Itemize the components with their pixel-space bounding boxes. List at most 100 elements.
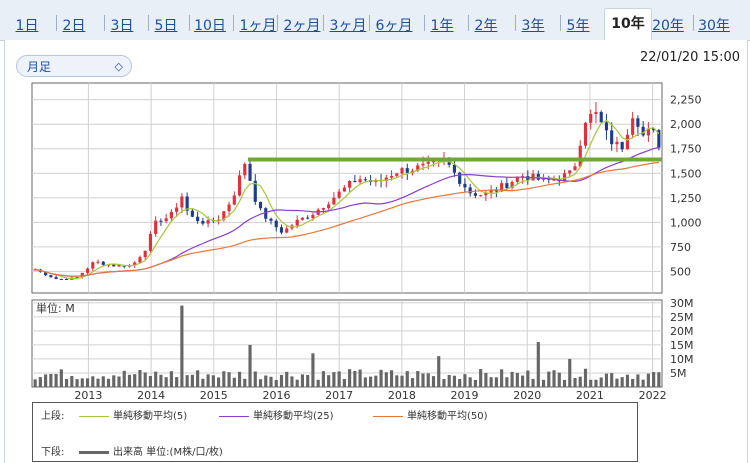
tab-5[interactable]: 10日: [194, 18, 226, 34]
volume-bar: [353, 371, 357, 387]
candle-body: [311, 214, 315, 219]
volume-bar: [54, 374, 58, 387]
volume-bar: [237, 371, 242, 387]
tab-13[interactable]: 5年: [566, 18, 590, 34]
candle-body: [159, 220, 163, 222]
volume-bar: [253, 371, 257, 387]
candle-body: [44, 271, 48, 276]
tab-separator: [189, 15, 190, 31]
volume-bar: [610, 373, 614, 387]
volume-bar: [59, 369, 63, 387]
candle-body: [237, 175, 242, 196]
candle-body: [646, 128, 650, 136]
price-tick-label: 2,250: [670, 94, 702, 107]
volume-bar: [232, 377, 236, 387]
tab-12[interactable]: 3年: [521, 18, 545, 34]
volume-bar: [316, 379, 320, 387]
candle-body: [206, 220, 210, 224]
volume-bar: [154, 371, 158, 387]
tab-16[interactable]: 30年: [698, 18, 730, 34]
volume-bar: [426, 373, 430, 387]
candle-body: [222, 211, 226, 220]
candle-body: [327, 204, 331, 209]
candle-body: [300, 217, 305, 220]
tab-1[interactable]: 1日: [15, 18, 39, 34]
volume-bar: [369, 376, 373, 387]
tab-3[interactable]: 3日: [110, 18, 134, 34]
volume-bar: [279, 374, 284, 387]
volume-bar: [133, 374, 137, 387]
candle-body: [185, 196, 189, 211]
tab-2[interactable]: 2日: [62, 18, 86, 34]
candle-body: [500, 183, 504, 192]
volume-bar: [217, 377, 221, 387]
volume-bar: [306, 375, 310, 387]
legend-volume-label: 出来高 単位:(M株/口/枚): [113, 447, 223, 458]
volume-bar: [180, 305, 184, 387]
volume-bar: [646, 373, 650, 387]
volume-bar: [169, 371, 173, 387]
candle-body: [279, 227, 284, 233]
tab-11[interactable]: 2年: [474, 18, 498, 34]
candle-body: [143, 250, 147, 258]
tab-separator: [424, 15, 425, 31]
period-select[interactable]: 月足 ◇: [16, 55, 132, 77]
tab-15[interactable]: 20年: [652, 18, 684, 34]
price-plot-area: [31, 82, 663, 294]
volume-bar: [264, 375, 268, 387]
volume-bar: [389, 370, 394, 387]
volume-bar: [211, 375, 215, 387]
volume-bar: [96, 378, 100, 387]
tab-9[interactable]: 6ヶ月: [375, 18, 413, 34]
tab-separator: [148, 15, 149, 31]
tab-8[interactable]: 3ヶ月: [329, 18, 367, 34]
candle-body: [526, 176, 530, 181]
candle-body: [421, 163, 425, 166]
legend-ma50-label: 単純移動平均(50): [407, 411, 488, 422]
legend-volume: 出来高 単位:(M株/口/枚): [79, 443, 223, 458]
volume-bar: [70, 376, 74, 387]
volume-bar: [463, 374, 467, 387]
tab-4[interactable]: 5日: [154, 18, 178, 34]
volume-bar: [395, 375, 399, 387]
volume-bar: [583, 368, 588, 387]
year-tick-label: 2014: [137, 389, 165, 402]
candle-body: [201, 221, 205, 224]
volume-bar: [573, 377, 577, 387]
candle-body: [458, 172, 462, 184]
tab-14[interactable]: 10年: [604, 8, 652, 41]
legend-upper-label: 上段:: [41, 411, 65, 422]
volume-bar: [358, 369, 362, 387]
volume-bar: [227, 372, 231, 387]
candle-body: [243, 163, 247, 176]
candle-body: [248, 163, 252, 181]
candle-body: [473, 193, 477, 196]
candle-body: [75, 276, 79, 278]
candle-body: [536, 173, 540, 180]
price-tick-label: 1,750: [670, 143, 702, 156]
tab-separator: [369, 15, 370, 31]
price-tick-label: 750: [670, 241, 691, 254]
candle-body: [258, 201, 263, 209]
volume-bar: [494, 377, 498, 387]
volume-bar: [269, 376, 273, 387]
candle-body: [117, 264, 121, 267]
candle-body: [604, 122, 609, 131]
candle-body: [594, 112, 598, 115]
volume-bar: [631, 378, 635, 387]
volume-plot-area: [31, 299, 663, 388]
tab-10[interactable]: 1年: [430, 18, 454, 34]
year-tick-label: 2015: [200, 389, 228, 402]
volume-bar: [106, 378, 111, 387]
candle-body: [91, 262, 95, 269]
candle-body: [573, 166, 577, 171]
volume-bar: [636, 374, 640, 387]
candle-body: [562, 173, 567, 182]
price-tick-label: 1,500: [670, 167, 702, 180]
volume-bar: [243, 378, 247, 387]
tab-separator: [104, 15, 105, 31]
volume-bar: [85, 378, 90, 387]
tab-6[interactable]: 1ヶ月: [239, 18, 277, 34]
tab-separator: [323, 15, 324, 31]
tab-7[interactable]: 2ヶ月: [283, 18, 321, 34]
